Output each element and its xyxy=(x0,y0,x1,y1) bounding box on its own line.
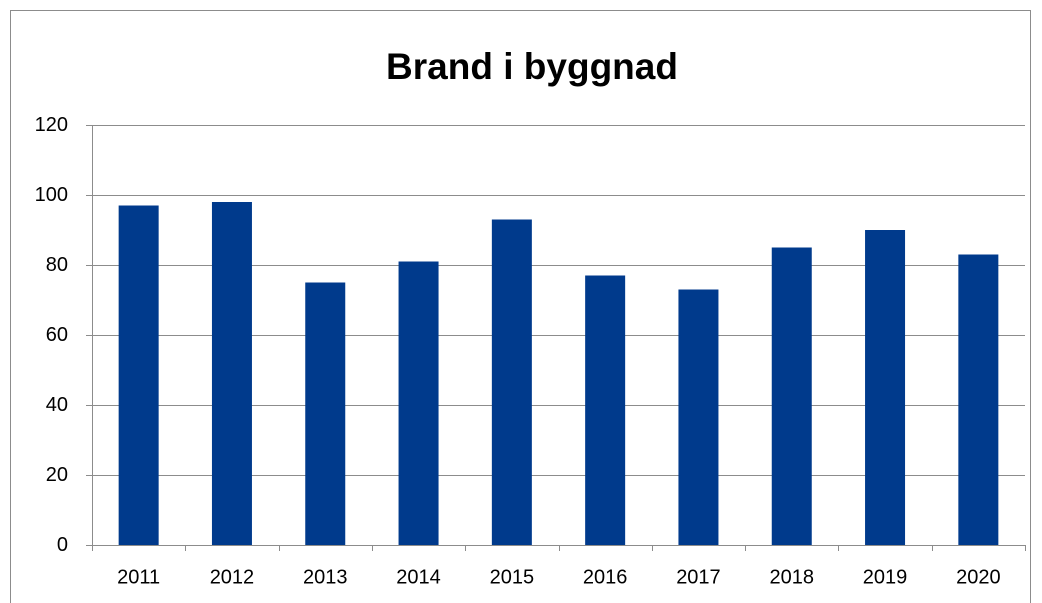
y-tick-label: 0 xyxy=(57,534,68,556)
bar xyxy=(398,261,439,545)
chart-title: Brand i byggnad xyxy=(386,46,678,87)
x-tick-label: 2020 xyxy=(956,566,1001,588)
x-tick-label: 2019 xyxy=(863,566,908,588)
y-tick-label: 20 xyxy=(46,464,68,486)
bar xyxy=(118,205,159,545)
x-tick-label: 2016 xyxy=(583,566,628,588)
bar xyxy=(771,247,812,545)
bar xyxy=(585,275,626,545)
x-tick-label: 2018 xyxy=(770,566,815,588)
x-tick-label: 2015 xyxy=(490,566,535,588)
x-tick-label: 2012 xyxy=(210,566,255,588)
y-tick-label: 60 xyxy=(46,324,68,346)
x-tick-label: 2011 xyxy=(117,566,160,588)
y-tick-label: 100 xyxy=(35,184,68,206)
bar xyxy=(958,254,999,545)
x-tick-label: 2013 xyxy=(303,566,348,588)
bar xyxy=(865,230,906,545)
y-tick-label: 120 xyxy=(35,114,68,136)
bar xyxy=(678,289,719,545)
bar xyxy=(491,219,532,545)
bar xyxy=(305,282,346,545)
x-tick-label: 2017 xyxy=(676,566,721,588)
bar xyxy=(211,202,252,545)
y-tick-label: 80 xyxy=(46,254,68,276)
y-tick-label: 40 xyxy=(46,394,68,416)
x-tick-label: 2014 xyxy=(396,566,441,588)
